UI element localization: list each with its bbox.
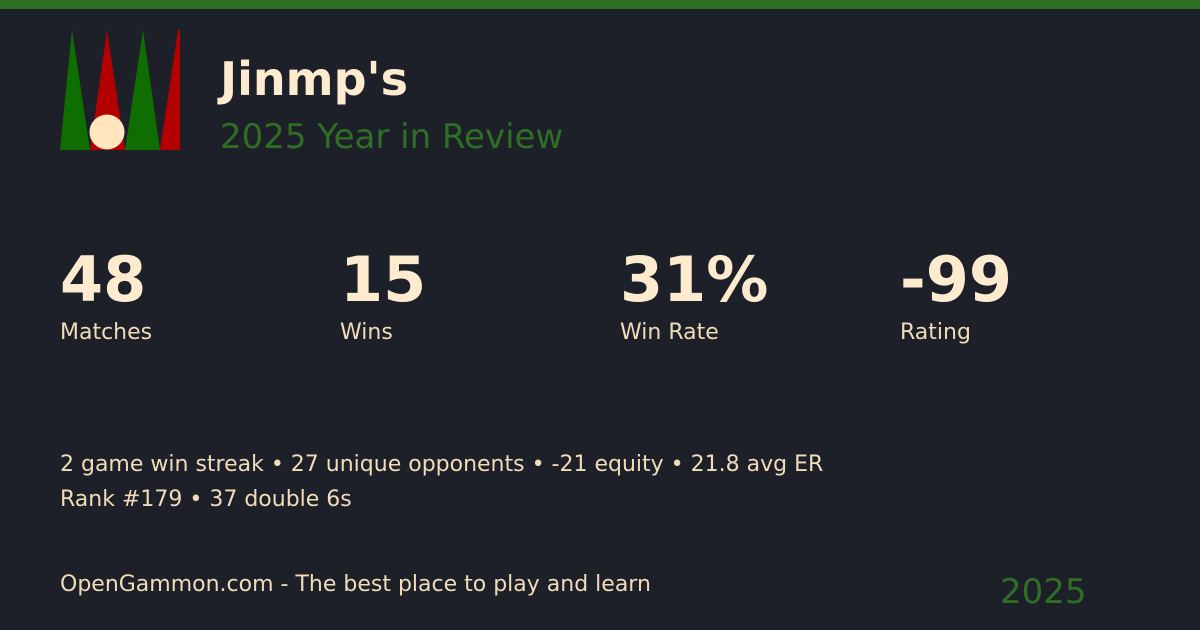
red-point	[160, 30, 180, 150]
backgammon-board-icon	[60, 30, 180, 150]
page-title: Jinmp's	[220, 52, 408, 106]
footer-year: 2025	[1000, 572, 1087, 612]
stat-rating: -99 Rating	[900, 240, 1012, 345]
page-subtitle: 2025 Year in Review	[220, 117, 564, 157]
stat-value: 31%	[620, 243, 769, 316]
stat-label: Wins	[340, 320, 393, 345]
stat-value: 48	[60, 243, 147, 316]
top-accent-bar	[0, 0, 1200, 9]
stat-win-rate: 31% Win Rate	[620, 240, 768, 345]
stat-value: -99	[900, 243, 1013, 316]
green-point	[125, 30, 160, 150]
checker	[89, 114, 125, 150]
stat-matches: 48 Matches	[60, 240, 152, 345]
details-line-2: Rank #179 • 37 double 6s	[60, 487, 352, 512]
stat-value: 15	[340, 243, 427, 316]
stat-label: Rating	[900, 320, 971, 345]
details-line-1: 2 game win streak • 27 unique opponents …	[60, 452, 824, 477]
stat-wins: 15 Wins	[340, 240, 426, 345]
green-point	[60, 30, 90, 150]
stat-label: Matches	[60, 320, 153, 345]
stat-label: Win Rate	[620, 320, 719, 345]
footer-tagline: OpenGammon.com - The best place to play …	[60, 572, 651, 597]
